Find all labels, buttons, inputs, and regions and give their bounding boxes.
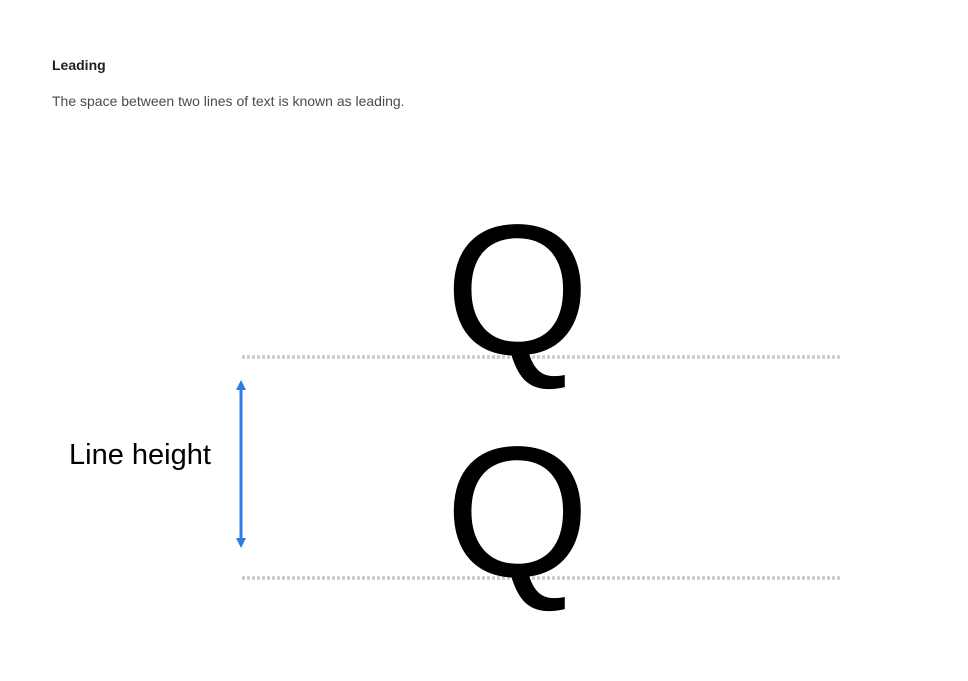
glyph-bottom: Q — [445, 409, 590, 616]
section-title: Leading — [52, 57, 106, 73]
line-height-label: Line height — [69, 439, 211, 471]
section-description: The space between two lines of text is k… — [52, 93, 405, 109]
double-arrow-icon — [236, 380, 246, 548]
glyph-top: Q — [445, 187, 590, 394]
